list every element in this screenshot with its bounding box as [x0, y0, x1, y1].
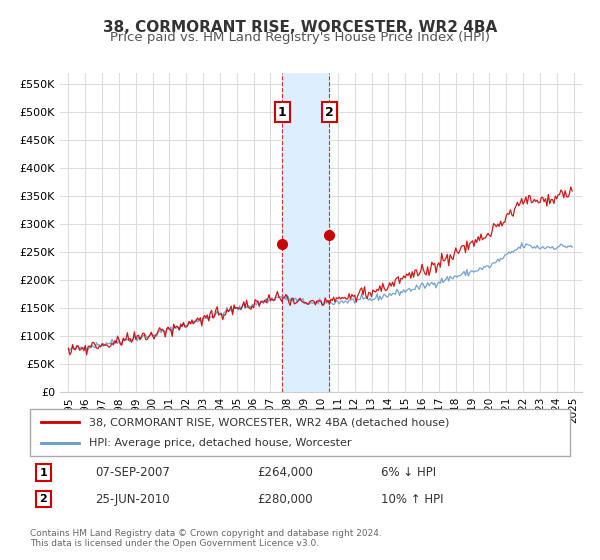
Text: HPI: Average price, detached house, Worcester: HPI: Average price, detached house, Worc… [89, 438, 352, 448]
Text: 2: 2 [40, 494, 47, 504]
Text: Price paid vs. HM Land Registry's House Price Index (HPI): Price paid vs. HM Land Registry's House … [110, 31, 490, 44]
Text: 1: 1 [40, 468, 47, 478]
Text: £280,000: £280,000 [257, 493, 313, 506]
Text: 1: 1 [278, 105, 286, 119]
Text: 10% ↑ HPI: 10% ↑ HPI [381, 493, 443, 506]
Text: 6% ↓ HPI: 6% ↓ HPI [381, 466, 436, 479]
Text: 07-SEP-2007: 07-SEP-2007 [95, 466, 170, 479]
Text: 38, CORMORANT RISE, WORCESTER, WR2 4BA (detached house): 38, CORMORANT RISE, WORCESTER, WR2 4BA (… [89, 417, 450, 427]
Text: This data is licensed under the Open Government Licence v3.0.: This data is licensed under the Open Gov… [30, 539, 319, 548]
Text: Contains HM Land Registry data © Crown copyright and database right 2024.: Contains HM Land Registry data © Crown c… [30, 529, 382, 538]
Text: 38, CORMORANT RISE, WORCESTER, WR2 4BA: 38, CORMORANT RISE, WORCESTER, WR2 4BA [103, 20, 497, 35]
Text: £264,000: £264,000 [257, 466, 313, 479]
Bar [282, 73, 329, 392]
Text: 2: 2 [325, 105, 334, 119]
FancyBboxPatch shape [30, 409, 570, 456]
Text: 25-JUN-2010: 25-JUN-2010 [95, 493, 169, 506]
